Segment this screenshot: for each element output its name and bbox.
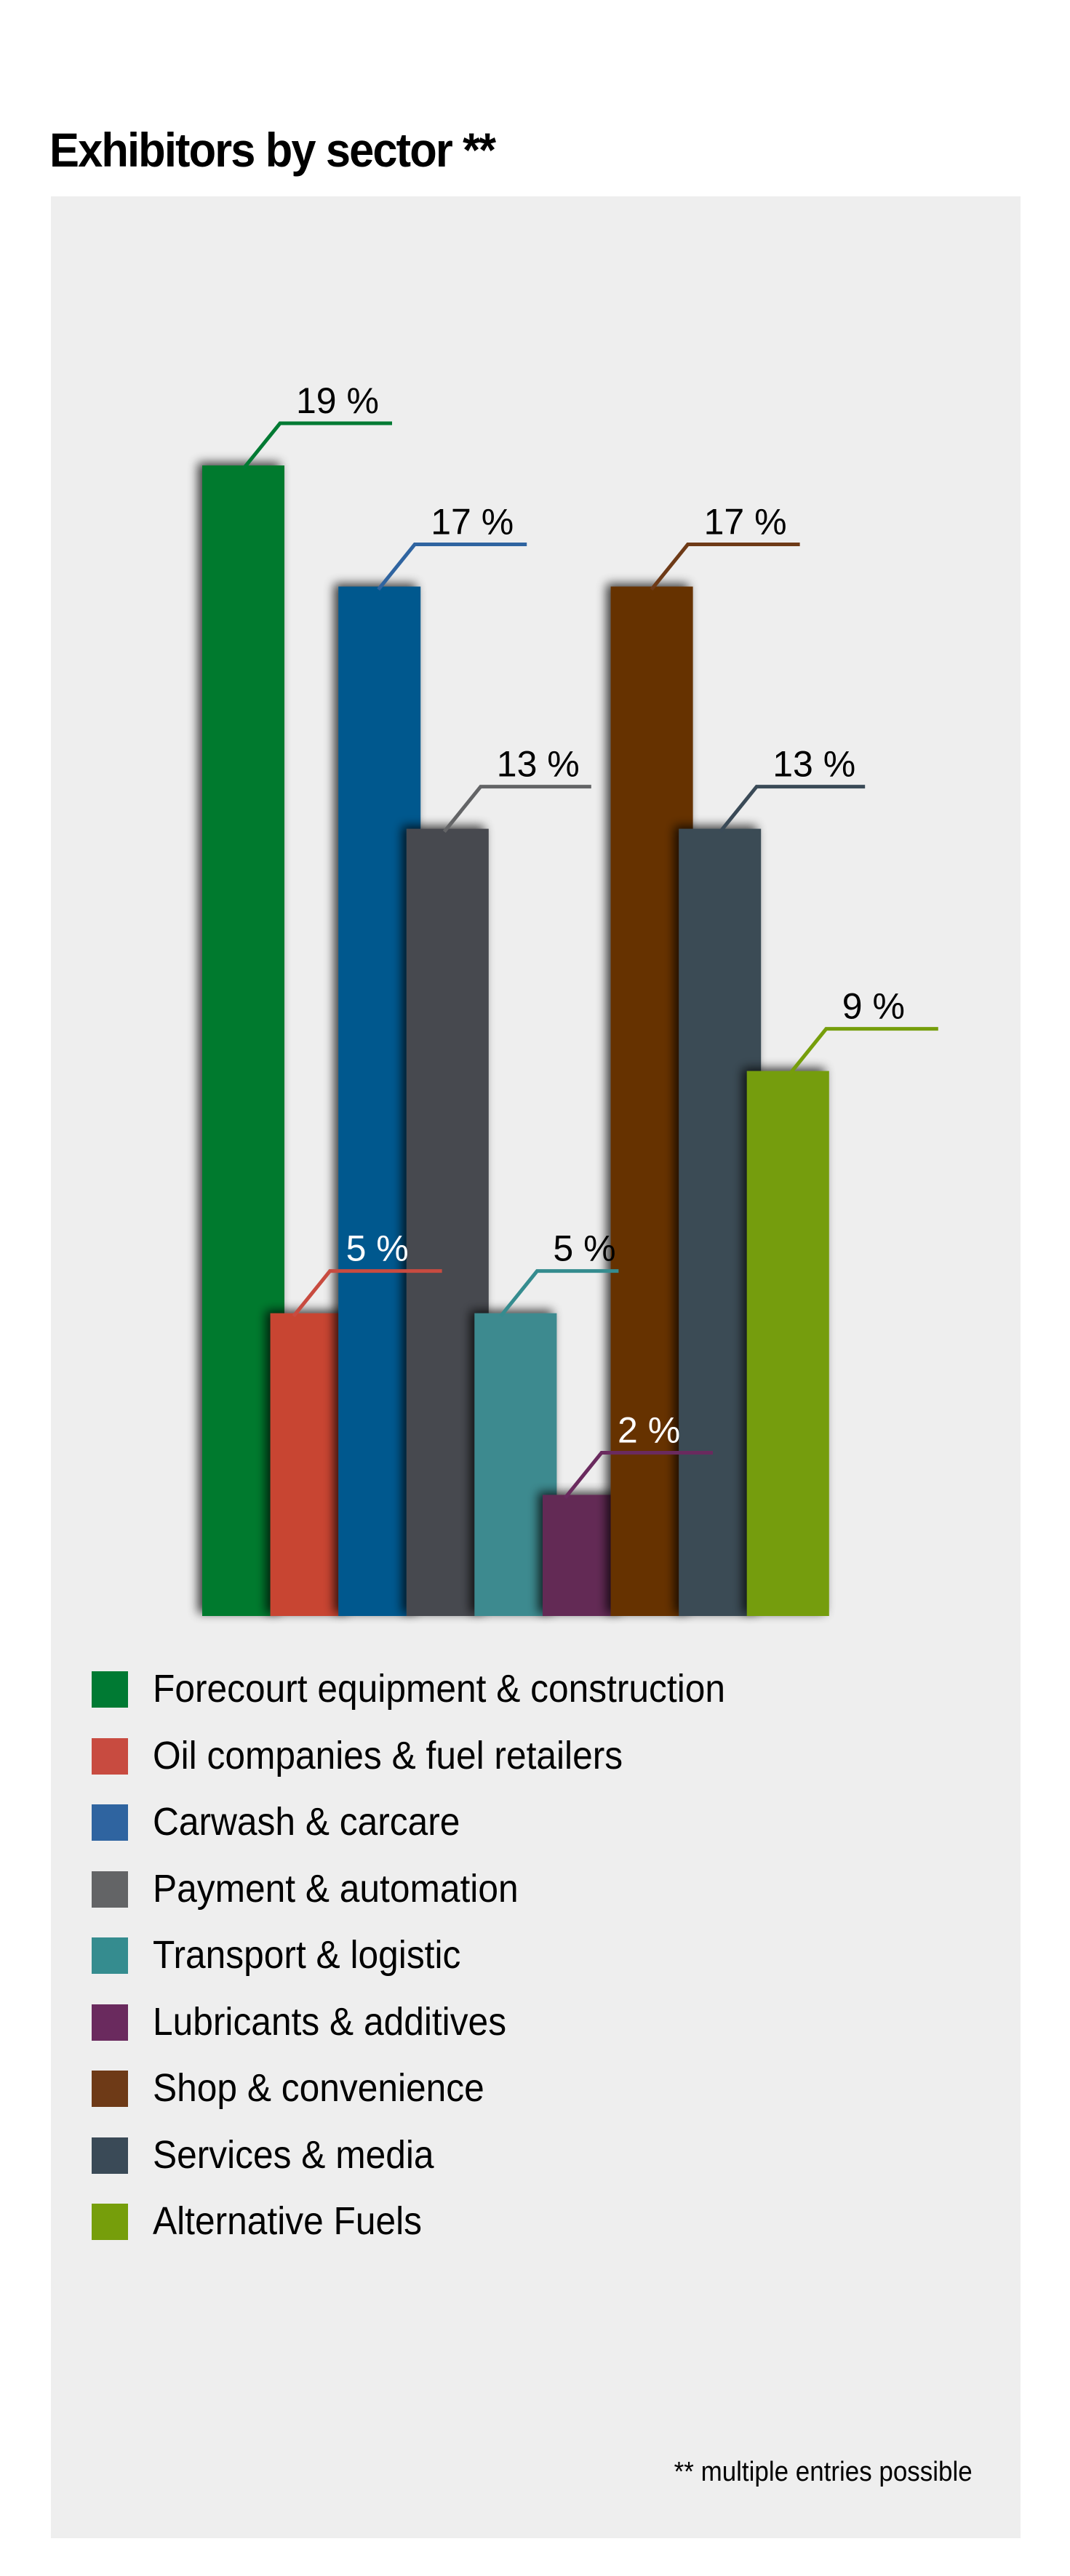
data-label-2: 17 % (431, 502, 514, 543)
legend-label: Services & media (153, 2132, 434, 2177)
data-label-4: 5 % (553, 1228, 615, 1269)
legend-label: Forecourt equipment & construction (153, 1667, 726, 1711)
bar-8 (746, 1071, 829, 1616)
leader-line-2 (377, 543, 527, 591)
data-label-6: 17 % (704, 502, 787, 543)
data-label-1: 5 % (346, 1228, 409, 1269)
data-label-8: 9 % (842, 986, 905, 1027)
data-label-5: 2 % (618, 1409, 680, 1450)
legend-swatch (92, 2137, 128, 2174)
leader-line-8 (788, 1027, 938, 1076)
data-label-7: 13 % (772, 744, 855, 785)
legend-label: Transport & logistic (153, 1933, 461, 1977)
legend-label: Alternative Fuels (153, 2199, 423, 2243)
data-label-3: 13 % (497, 744, 580, 785)
legend-swatch (92, 1671, 128, 1708)
legend-label: Oil companies & fuel retailers (153, 1733, 623, 1777)
leader-line-7 (719, 785, 866, 833)
legend-swatch (92, 2071, 128, 2107)
leader-line-5 (564, 1450, 713, 1500)
legend-swatch (92, 2204, 128, 2240)
footnote: ** multiple entries possible (674, 2457, 973, 2487)
leader-line-6 (650, 543, 800, 591)
legend-swatch (92, 1937, 128, 1974)
legend-label: Payment & automation (153, 1866, 519, 1911)
leader-line-4 (499, 1269, 619, 1318)
legend-swatch (92, 1871, 128, 1908)
legend-label: Lubricants & additives (153, 1999, 507, 2044)
legend-swatch (92, 1804, 128, 1841)
chart-title: Exhibitors by sector ** (49, 123, 496, 177)
legend-swatch (92, 2004, 128, 2041)
leader-line-3 (442, 785, 591, 833)
legend-label: Carwash & carcare (153, 1800, 460, 1844)
data-label-0: 19 % (296, 380, 379, 421)
leader-line-1 (292, 1269, 442, 1318)
leader-line-0 (242, 421, 392, 470)
legend-label: Shop & convenience (153, 2066, 484, 2110)
legend-swatch (92, 1737, 128, 1775)
